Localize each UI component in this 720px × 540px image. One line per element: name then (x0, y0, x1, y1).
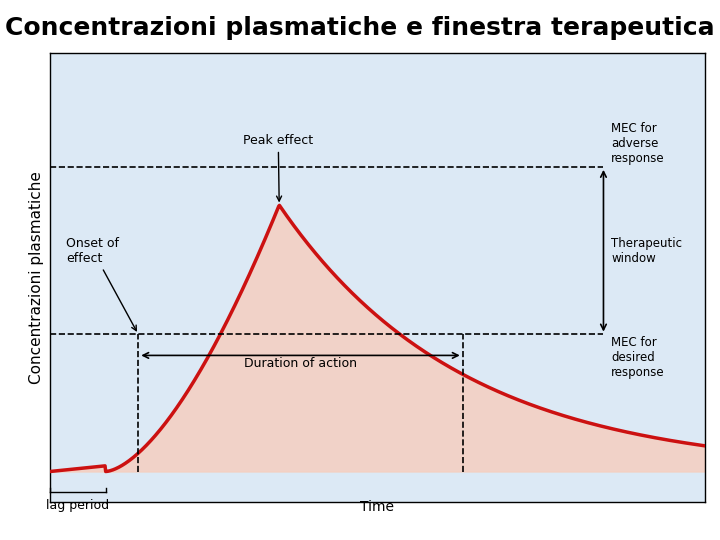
Text: MEC for
desired
response: MEC for desired response (611, 336, 665, 380)
Text: lag period: lag period (46, 500, 109, 512)
Text: Duration of action: Duration of action (244, 357, 357, 370)
Text: Time: Time (361, 500, 395, 514)
Text: Concentrazioni plasmatiche e finestra terapeutica: Concentrazioni plasmatiche e finestra te… (5, 16, 715, 40)
Text: Onset of
effect: Onset of effect (66, 237, 136, 330)
Text: Therapeutic
window: Therapeutic window (611, 237, 683, 265)
Y-axis label: Concentrazioni plasmatiche: Concentrazioni plasmatiche (30, 171, 45, 384)
Text: Peak effect: Peak effect (243, 134, 313, 201)
Text: MEC for
adverse
response: MEC for adverse response (611, 122, 665, 165)
